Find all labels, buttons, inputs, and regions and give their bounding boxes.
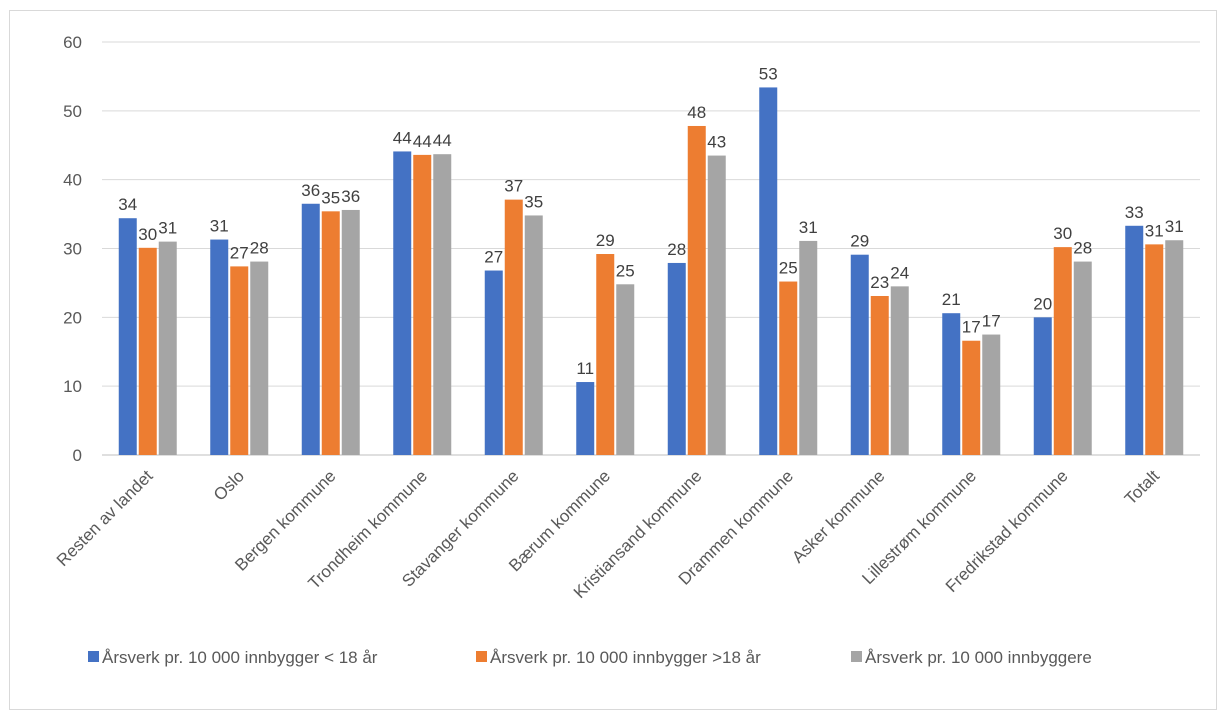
bar xyxy=(210,239,229,455)
gridlines xyxy=(102,41,1200,456)
bar xyxy=(982,334,1001,455)
bar xyxy=(576,382,595,455)
data-label: 35 xyxy=(321,188,340,207)
legend-swatch xyxy=(851,651,862,662)
bar xyxy=(799,240,818,455)
bar xyxy=(433,154,452,455)
data-label: 29 xyxy=(596,231,615,250)
bar xyxy=(301,203,320,455)
data-label: 23 xyxy=(870,273,889,292)
data-label: 27 xyxy=(484,248,503,267)
x-tick-label: Asker kommune xyxy=(788,466,888,566)
bar xyxy=(484,270,503,455)
x-tick-label: Bærum kommune xyxy=(505,466,614,575)
y-tick-label: 30 xyxy=(63,240,82,259)
bar xyxy=(596,254,615,455)
data-label: 36 xyxy=(301,181,320,200)
data-label: 44 xyxy=(393,128,412,147)
bar xyxy=(759,87,778,456)
data-label: 25 xyxy=(779,259,798,278)
bar xyxy=(118,218,137,455)
data-label: 25 xyxy=(616,261,635,280)
bar xyxy=(779,281,798,455)
data-label: 31 xyxy=(210,217,229,236)
bar xyxy=(230,266,249,455)
bar xyxy=(667,262,686,455)
bar xyxy=(138,247,157,455)
data-label: 33 xyxy=(1125,203,1144,222)
data-label: 44 xyxy=(433,131,452,150)
bar xyxy=(158,241,177,455)
data-label: 20 xyxy=(1033,294,1052,313)
bar xyxy=(524,215,543,455)
y-tick-label: 50 xyxy=(63,102,82,121)
data-label: 11 xyxy=(576,359,594,378)
bar xyxy=(942,313,961,455)
data-label: 53 xyxy=(759,64,778,83)
bar xyxy=(321,211,340,455)
data-label: 29 xyxy=(850,232,869,251)
y-tick-label: 10 xyxy=(63,377,82,396)
data-label: 17 xyxy=(962,318,981,337)
bar xyxy=(962,340,981,455)
bar xyxy=(1165,240,1184,455)
bar xyxy=(870,295,889,455)
data-label: 31 xyxy=(799,218,818,237)
data-label: 24 xyxy=(890,263,909,282)
bar xyxy=(250,261,269,455)
bars xyxy=(118,87,1184,456)
data-label: 34 xyxy=(118,195,137,214)
data-label: 21 xyxy=(942,290,961,309)
legend-swatch xyxy=(476,651,487,662)
data-label: 48 xyxy=(687,103,706,122)
data-label: 30 xyxy=(138,225,157,244)
data-label: 17 xyxy=(982,312,1001,331)
bar xyxy=(1073,261,1092,455)
data-label: 30 xyxy=(1053,224,1072,243)
bar xyxy=(1145,244,1164,455)
bar xyxy=(341,209,360,455)
data-label: 31 xyxy=(158,219,177,238)
x-tick-label: Totalt xyxy=(1121,466,1163,508)
y-tick-label: 0 xyxy=(73,446,82,465)
bar xyxy=(1053,247,1072,455)
y-tick-label: 40 xyxy=(63,171,82,190)
data-label: 37 xyxy=(504,177,523,196)
x-tick-label: Bergen kommune xyxy=(231,466,339,574)
bar xyxy=(707,155,726,455)
data-label: 36 xyxy=(341,187,360,206)
data-label: 44 xyxy=(413,132,432,151)
bar xyxy=(687,125,706,455)
data-label: 31 xyxy=(1145,221,1164,240)
bar xyxy=(1125,225,1144,455)
bar xyxy=(413,154,432,456)
data-label: 27 xyxy=(230,243,249,262)
data-label: 28 xyxy=(667,240,686,259)
data-label: 35 xyxy=(524,192,543,211)
legend-swatch xyxy=(88,651,99,662)
data-label: 43 xyxy=(707,133,726,152)
bar xyxy=(1033,317,1052,455)
data-label: 28 xyxy=(1073,239,1092,258)
legend-label: Årsverk pr. 10 000 innbygger >18 år xyxy=(490,648,761,667)
bar xyxy=(850,254,869,455)
legend: Årsverk pr. 10 000 innbygger < 18 år Årsv… xyxy=(88,648,1092,667)
y-tick-label: 60 xyxy=(63,33,82,52)
x-tick-label: Resten av landet xyxy=(53,466,157,570)
x-tick-label: Oslo xyxy=(210,466,248,504)
bar xyxy=(616,284,635,455)
y-axis: 0 10 20 30 40 50 60 xyxy=(63,33,82,465)
data-label: 31 xyxy=(1165,217,1184,236)
legend-label: Årsverk pr. 10 000 innbygger < 18 år xyxy=(102,648,378,667)
data-label: 28 xyxy=(250,239,269,258)
y-tick-label: 20 xyxy=(63,308,82,327)
bar xyxy=(890,286,909,455)
legend-label: Årsverk pr. 10 000 innbyggere xyxy=(865,648,1092,667)
bar xyxy=(504,199,523,455)
bar xyxy=(393,151,412,455)
